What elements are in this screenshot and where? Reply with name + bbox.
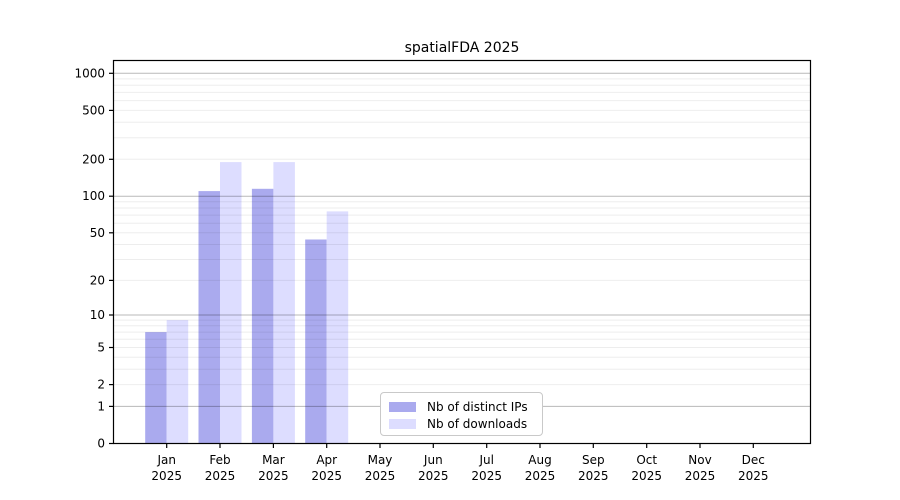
- x-tick-label-month: Feb: [209, 453, 230, 467]
- bar-downloads-feb: [220, 162, 242, 444]
- y-tick-label: 10: [90, 308, 105, 322]
- x-tick-label-month: Nov: [688, 453, 711, 467]
- chart-title: spatialFDA 2025: [405, 40, 520, 56]
- legend: Nb of distinct IPs Nb of downloads: [380, 392, 543, 436]
- x-tick-label-month: Apr: [316, 453, 337, 467]
- legend-swatch-downloads: [389, 418, 416, 429]
- y-tick-label: 500: [82, 103, 105, 117]
- y-tick-label: 20: [90, 273, 105, 287]
- x-tick-label-month: Oct: [636, 453, 657, 467]
- bar-distinct-ips-jan: [145, 332, 167, 444]
- y-tick-label: 1000: [74, 66, 105, 80]
- x-tick-label-year: 2025: [151, 469, 182, 483]
- y-tick-label: 50: [90, 226, 105, 240]
- x-tick-label-year: 2025: [365, 469, 396, 483]
- legend-label-distinct-ips: Nb of distinct IPs: [427, 399, 528, 414]
- x-tick-label-year: 2025: [311, 469, 342, 483]
- y-tick-label: 1: [97, 399, 105, 413]
- y-tick-label: 100: [82, 189, 105, 203]
- x-tick-label-month: Jul: [478, 453, 493, 467]
- x-tick-label-month: Aug: [528, 453, 551, 467]
- x-tick-label-year: 2025: [525, 469, 556, 483]
- legend-swatch-distinct-ips: [389, 401, 416, 412]
- x-tick-label-year: 2025: [578, 469, 609, 483]
- legend-label-downloads: Nb of downloads: [427, 416, 528, 431]
- bar-downloads-mar: [273, 162, 295, 444]
- y-tick-label: 2: [97, 378, 105, 392]
- bar-distinct-ips-feb: [198, 191, 220, 444]
- y-tick-label: 0: [97, 437, 105, 451]
- bar-distinct-ips-apr: [305, 239, 327, 444]
- x-tick-label-month: Mar: [262, 453, 285, 467]
- legend-item-distinct-ips: Nb of distinct IPs: [381, 398, 542, 415]
- x-tick-label-year: 2025: [258, 469, 289, 483]
- x-tick-label-month: Dec: [742, 453, 765, 467]
- x-tick-label-month: Sep: [582, 453, 605, 467]
- plot-frame: [112, 59, 812, 445]
- x-tick-label-year: 2025: [205, 469, 236, 483]
- x-tick-label-month: Jun: [423, 453, 443, 467]
- x-tick-label-year: 2025: [738, 469, 769, 483]
- y-tick-label: 5: [97, 341, 105, 355]
- x-tick-label-month: May: [368, 453, 393, 467]
- x-tick-label-year: 2025: [685, 469, 716, 483]
- axes-layer: 0 1 2 5 10 20 50 100 200 500 1000 Jan 2025 Feb 2025 Mar…: [74, 59, 812, 483]
- bars-layer: [145, 162, 349, 444]
- x-tick-label-year: 2025: [631, 469, 662, 483]
- bar-downloads-apr: [326, 211, 349, 444]
- bar-distinct-ips-mar: [251, 188, 274, 444]
- y-tick-label: 200: [82, 152, 105, 166]
- legend-item-downloads: Nb of downloads: [381, 415, 542, 432]
- x-tick-label-year: 2025: [418, 469, 449, 483]
- bar-downloads-jan: [166, 320, 189, 444]
- x-tick-label-month: Jan: [156, 453, 176, 467]
- x-tick-label-year: 2025: [471, 469, 502, 483]
